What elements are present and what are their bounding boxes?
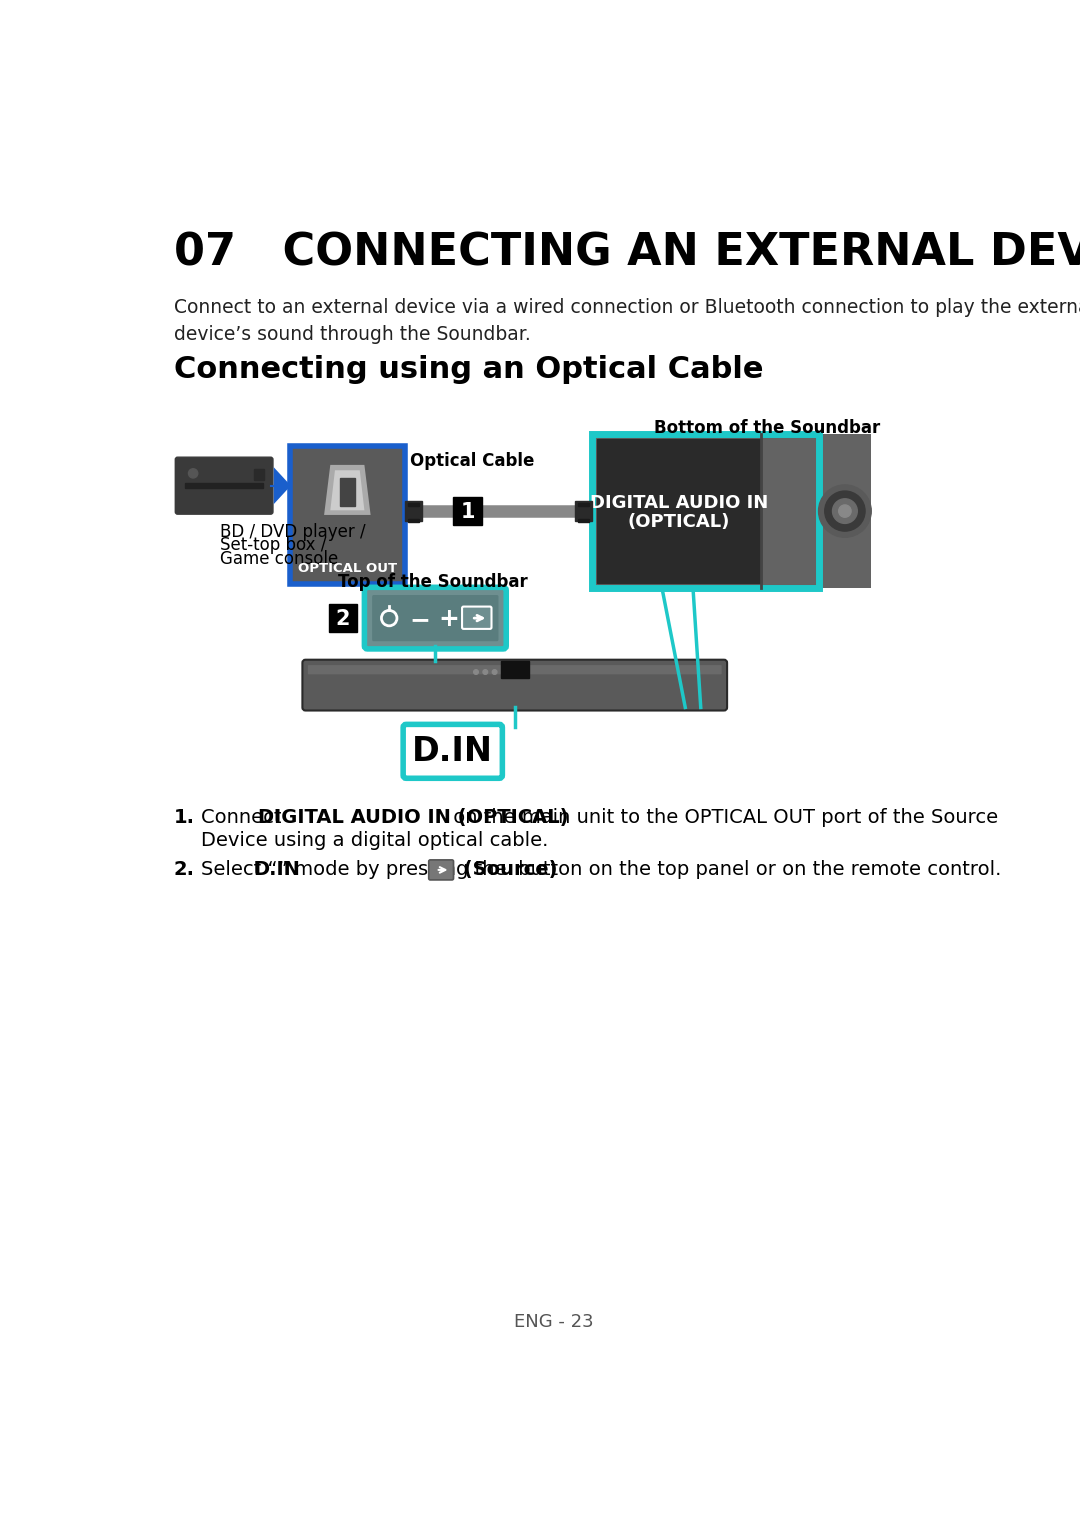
Bar xyxy=(254,469,265,480)
Text: DIGITAL AUDIO IN (OPTICAL): DIGITAL AUDIO IN (OPTICAL) xyxy=(258,807,569,827)
Text: DIGITAL AUDIO IN: DIGITAL AUDIO IN xyxy=(590,495,768,512)
Text: OPTICAL OUT: OPTICAL OUT xyxy=(298,562,397,576)
Circle shape xyxy=(189,469,198,478)
Text: +: + xyxy=(438,607,459,631)
FancyBboxPatch shape xyxy=(291,446,405,584)
Circle shape xyxy=(839,506,851,518)
FancyBboxPatch shape xyxy=(302,660,727,711)
Circle shape xyxy=(492,669,497,674)
Circle shape xyxy=(825,492,865,532)
Bar xyxy=(408,504,419,507)
Circle shape xyxy=(474,669,478,674)
Text: D.IN: D.IN xyxy=(413,735,494,768)
Circle shape xyxy=(483,669,488,674)
Bar xyxy=(186,484,262,489)
Text: −: − xyxy=(409,608,430,631)
Polygon shape xyxy=(273,467,291,504)
FancyBboxPatch shape xyxy=(308,665,721,674)
Bar xyxy=(405,501,422,521)
Text: (Source): (Source) xyxy=(457,859,557,879)
Bar xyxy=(328,604,356,633)
Bar xyxy=(408,519,419,522)
Text: Set-top box /: Set-top box / xyxy=(220,536,326,555)
Text: Bottom of the Soundbar: Bottom of the Soundbar xyxy=(654,418,880,437)
Bar xyxy=(501,662,529,679)
Text: 2.: 2. xyxy=(174,859,194,879)
Circle shape xyxy=(501,669,507,674)
FancyBboxPatch shape xyxy=(364,587,507,650)
Bar xyxy=(578,504,590,507)
FancyBboxPatch shape xyxy=(175,457,273,515)
Bar xyxy=(578,519,590,522)
FancyBboxPatch shape xyxy=(403,725,502,778)
Text: Connect: Connect xyxy=(201,807,287,827)
FancyBboxPatch shape xyxy=(592,434,819,588)
Text: BD / DVD player /: BD / DVD player / xyxy=(220,522,366,541)
Bar xyxy=(339,478,355,506)
Text: 1: 1 xyxy=(461,502,475,522)
Text: Top of the Soundbar: Top of the Soundbar xyxy=(338,573,528,591)
Text: Select “: Select “ xyxy=(201,859,278,879)
Text: Optical Cable: Optical Cable xyxy=(410,452,535,470)
Text: 2: 2 xyxy=(336,608,350,630)
Bar xyxy=(576,501,592,521)
Bar xyxy=(453,498,482,525)
Bar xyxy=(597,438,761,584)
Polygon shape xyxy=(324,464,370,515)
Text: ” mode by pressing the: ” mode by pressing the xyxy=(279,859,513,879)
FancyBboxPatch shape xyxy=(373,594,499,642)
Text: Device using a digital optical cable.: Device using a digital optical cable. xyxy=(201,830,549,850)
FancyBboxPatch shape xyxy=(429,859,454,879)
Text: 1.: 1. xyxy=(174,807,194,827)
Circle shape xyxy=(833,499,858,524)
Text: D.IN: D.IN xyxy=(254,859,300,879)
Text: Game console: Game console xyxy=(220,550,338,568)
Text: Connect to an external device via a wired connection or Bluetooth connection to : Connect to an external device via a wire… xyxy=(174,297,1080,345)
Circle shape xyxy=(819,486,872,538)
Text: button on the top panel or on the remote control.: button on the top panel or on the remote… xyxy=(512,859,1002,879)
Text: ENG - 23: ENG - 23 xyxy=(514,1313,593,1331)
FancyBboxPatch shape xyxy=(462,607,491,630)
FancyBboxPatch shape xyxy=(592,434,872,588)
Text: 07   CONNECTING AN EXTERNAL DEVICE: 07 CONNECTING AN EXTERNAL DEVICE xyxy=(174,231,1080,274)
Text: (OPTICAL): (OPTICAL) xyxy=(627,513,730,532)
Text: Connecting using an Optical Cable: Connecting using an Optical Cable xyxy=(174,355,764,385)
Text: on the main unit to the OPTICAL OUT port of the Source: on the main unit to the OPTICAL OUT port… xyxy=(446,807,998,827)
Polygon shape xyxy=(330,470,364,510)
